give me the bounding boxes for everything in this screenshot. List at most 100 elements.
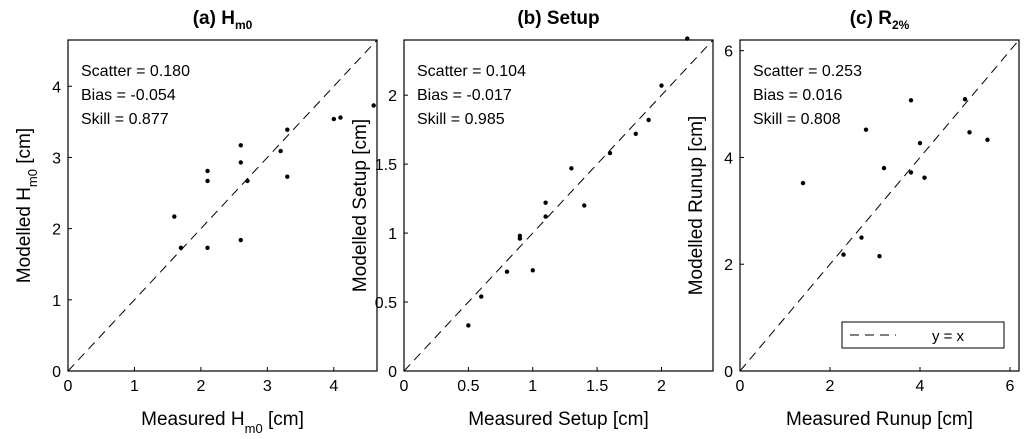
data-point bbox=[172, 214, 177, 219]
x-tick-label: 2 bbox=[657, 378, 666, 395]
stat-line: Scatter = 0.180 bbox=[81, 63, 190, 80]
data-point bbox=[338, 115, 343, 120]
y-tick-label: 6 bbox=[724, 44, 733, 61]
y-tick-label: 2 bbox=[52, 222, 61, 239]
x-tick-label: 2 bbox=[826, 378, 835, 395]
data-point bbox=[917, 140, 923, 146]
data-point bbox=[908, 170, 914, 175]
x-tick-label: 0 bbox=[736, 378, 745, 395]
data-point bbox=[863, 127, 869, 132]
data-point bbox=[859, 235, 864, 240]
y-tick-label: 0 bbox=[52, 364, 61, 381]
data-point bbox=[582, 203, 587, 208]
data-point bbox=[646, 117, 651, 123]
x-axis-label-unit: [cm] bbox=[608, 409, 649, 430]
x-axis-label-unit: [cm] bbox=[263, 409, 304, 430]
data-point bbox=[685, 36, 690, 41]
y-tick-label: 0 bbox=[724, 364, 733, 381]
y-axis-label-main: Modelled Runup bbox=[686, 157, 707, 295]
data-point bbox=[238, 143, 243, 148]
data-point bbox=[278, 148, 283, 154]
x-tick-label: 6 bbox=[1006, 378, 1015, 395]
x-axis-label: Measured Runup [cm] bbox=[786, 409, 973, 430]
data-point bbox=[800, 180, 806, 186]
x-axis-label-subscript: m0 bbox=[245, 421, 263, 436]
y-axis-label-subscript: m0 bbox=[25, 169, 40, 187]
data-point bbox=[205, 245, 210, 251]
panel-title-subscript: m0 bbox=[235, 18, 253, 32]
panel-b: 0 0.5 1 1.5 2 0 0.5 1 1.5 2 Scatter = 0.104 Bias = … bbox=[350, 8, 714, 430]
data-point bbox=[205, 178, 210, 184]
data-point bbox=[967, 130, 972, 135]
data-point bbox=[517, 236, 523, 241]
panel-a: 0 1 2 3 4 0 1 2 3 4 Scatter = 0.180 Bias = -0.054 Sk… bbox=[14, 8, 378, 436]
x-tick-label: 1.5 bbox=[586, 378, 608, 395]
legend-label: y = x bbox=[932, 328, 965, 345]
plot-frame bbox=[739, 39, 1020, 372]
y-tick-label: 1 bbox=[52, 293, 61, 310]
x-tick-label: 0 bbox=[64, 378, 73, 395]
data-point bbox=[178, 245, 184, 251]
stat-line: Scatter = 0.253 bbox=[753, 63, 862, 80]
x-axis-label: Measured Setup [cm] bbox=[468, 409, 649, 430]
data-point bbox=[238, 237, 243, 243]
x-tick-label: 1 bbox=[528, 378, 537, 395]
y-axis-label-unit: [cm] bbox=[686, 116, 707, 157]
x-tick-label: 1 bbox=[130, 378, 139, 395]
x-tick-label: 3 bbox=[263, 378, 272, 395]
data-point bbox=[543, 214, 548, 219]
data-point bbox=[504, 269, 510, 274]
y-axis-label: Modelled Runup [cm] bbox=[686, 116, 707, 296]
data-point bbox=[962, 97, 968, 102]
data-point bbox=[841, 252, 846, 257]
data-point bbox=[331, 116, 337, 122]
data-point bbox=[466, 323, 471, 328]
y-tick-label: 2 bbox=[388, 88, 397, 105]
data-point bbox=[922, 175, 927, 180]
stat-line: Skill = 0.808 bbox=[753, 111, 841, 128]
x-tick-label: 0.5 bbox=[457, 378, 479, 395]
x-tick-label: 4 bbox=[329, 378, 338, 395]
panel-title-subscript: 2% bbox=[892, 18, 910, 32]
data-point bbox=[881, 165, 887, 171]
legend: y = x bbox=[841, 321, 1005, 349]
data-point bbox=[479, 294, 484, 299]
x-tick-label: 0 bbox=[400, 378, 409, 395]
panel-title: (b) Setup bbox=[517, 8, 599, 29]
plot-frame bbox=[67, 39, 378, 372]
x-tick-label: 4 bbox=[916, 378, 925, 395]
panel-title-main: (a) H bbox=[193, 8, 235, 29]
y-tick-label: 3 bbox=[52, 150, 61, 167]
y-tick-label: 1 bbox=[388, 226, 397, 243]
data-point bbox=[543, 200, 548, 205]
y-axis-label: Modelled Setup [cm] bbox=[350, 119, 371, 292]
stat-line: Bias = -0.017 bbox=[417, 87, 512, 104]
x-axis-label-main: Measured H bbox=[141, 409, 245, 430]
panel-c: 0 2 4 6 0 2 4 6 Scatter = 0.253 Bias = 0.016 Skill… bbox=[686, 8, 1020, 430]
data-point bbox=[205, 168, 210, 174]
data-point bbox=[607, 150, 613, 156]
data-point bbox=[633, 131, 638, 136]
y-tick-label: 2 bbox=[724, 257, 733, 274]
one-to-one-line bbox=[403, 39, 714, 372]
data-point bbox=[908, 98, 914, 103]
y-axis-label-main: Modelled Setup bbox=[350, 160, 371, 292]
stat-line: Scatter = 0.104 bbox=[417, 63, 526, 80]
y-axis-label-unit: [cm] bbox=[14, 128, 35, 169]
stat-line: Bias = 0.016 bbox=[753, 87, 843, 104]
y-axis-label-main: Modelled H bbox=[14, 187, 35, 283]
y-tick-label: 1.5 bbox=[375, 157, 397, 174]
stat-line: Bias = -0.054 bbox=[81, 87, 176, 104]
data-point bbox=[569, 166, 574, 171]
one-to-one-line bbox=[67, 39, 378, 372]
data-point bbox=[371, 103, 376, 108]
y-tick-label: 4 bbox=[724, 150, 733, 167]
y-axis-label-unit: [cm] bbox=[350, 119, 371, 160]
x-axis-label-main: Measured Runup bbox=[786, 409, 932, 430]
data-point bbox=[238, 160, 243, 165]
y-axis-label: Modelled Hm0 [cm] bbox=[14, 128, 40, 283]
data-point bbox=[985, 137, 990, 143]
stat-line: Skill = 0.985 bbox=[417, 111, 505, 128]
plot-frame bbox=[403, 39, 714, 372]
